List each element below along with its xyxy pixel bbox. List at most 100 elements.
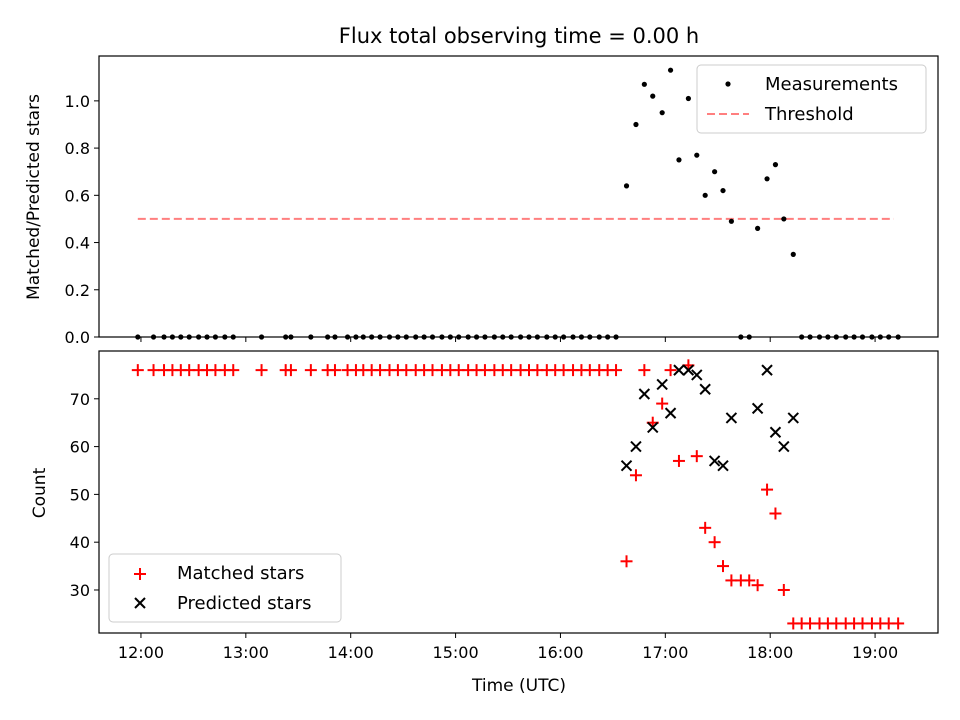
matched-star-point	[708, 536, 721, 549]
bottom-legend-frame	[108, 553, 342, 623]
matched-star-point	[629, 469, 642, 482]
matched-star-point	[656, 397, 669, 410]
measurement-point	[790, 251, 796, 257]
legend-measurements-label: Measurements	[765, 74, 898, 95]
top-y-tick-label: 0.6	[65, 186, 90, 205]
measurement-point	[694, 152, 700, 158]
matched-star-point	[690, 450, 703, 463]
matched-star-point	[328, 364, 341, 377]
predicted-star-point	[647, 421, 659, 434]
legend-matched-stars-label: Matched stars	[177, 563, 304, 584]
bottom-x-tick-label: 19:00	[852, 643, 898, 662]
predicted-star-point	[620, 460, 633, 472]
legend-measurements-marker	[725, 81, 731, 87]
bottom-data-layer	[131, 359, 905, 630]
matched-star-point	[769, 507, 782, 520]
matched-star-point	[717, 560, 730, 573]
matched-star-point	[664, 364, 677, 377]
bottom-panel: 30 40 50 60 70 12:00 13:00 14:00 15:00 16:00 17:0…	[30, 350, 939, 696]
bottom-x-axis-label: Time (UTC)	[471, 676, 566, 696]
predicted-star-point	[638, 388, 651, 400]
matched-star-point	[620, 555, 633, 568]
predicted-star-point	[725, 412, 738, 424]
measurement-point	[641, 81, 647, 87]
predicted-star-point	[656, 378, 668, 391]
bottom-y-tick-label: 60	[70, 438, 90, 457]
predicted-star-point	[699, 383, 711, 395]
legend-predicted-stars-marker	[134, 597, 146, 609]
top-panel: 0.0 0.2 0.4 0.6 0.8 1.0 Matched/Predicted sta…	[24, 55, 939, 347]
matched-star-point	[892, 617, 905, 630]
predicted-star-point	[708, 455, 721, 467]
bottom-y-tick-label: 40	[70, 533, 90, 552]
predicted-star-point	[682, 364, 695, 376]
bottom-x-tick-label: 15:00	[433, 643, 479, 662]
measurement-point	[712, 169, 718, 175]
top-y-tick-label: 0.8	[65, 139, 90, 158]
measurement-point	[685, 95, 691, 102]
bottom-x-axis: 12:00 13:00 14:00 15:00 16:00 17:00 18:00 19:00	[118, 633, 898, 662]
matched-star-point	[751, 579, 764, 592]
bottom-x-tick-label: 16:00	[537, 643, 583, 662]
matched-star-point	[610, 364, 623, 377]
bottom-y-tick-label: 30	[70, 581, 90, 600]
matched-star-point	[255, 364, 268, 377]
matched-star-point	[743, 574, 756, 587]
bottom-x-tick-label: 14:00	[328, 643, 374, 662]
measurement-point	[633, 121, 639, 128]
top-y-tick-label: 0.2	[65, 281, 90, 300]
legend-predicted-stars-label: Predicted stars	[177, 593, 311, 614]
bottom-plot-frame	[98, 350, 939, 634]
top-y-tick-label: 0.0	[65, 328, 90, 347]
measurement-point	[781, 216, 787, 222]
matched-star-point	[227, 364, 240, 377]
predicted-star-point	[751, 402, 764, 415]
measurement-point	[702, 192, 708, 198]
matched-star-point	[284, 364, 297, 377]
top-legend: Measurements Threshold	[696, 64, 927, 134]
predicted-star-point	[778, 440, 790, 453]
measurement-point	[623, 183, 630, 189]
measurement-point	[764, 176, 770, 182]
top-x-axis-ticks	[140, 337, 876, 342]
legend-matched-stars-marker	[134, 568, 146, 580]
bottom-x-tick-label: 12:00	[118, 643, 164, 662]
predicted-star-point	[787, 412, 799, 424]
matched-star-point	[147, 364, 160, 377]
top-y-tick-label: 0.4	[65, 234, 90, 253]
top-y-tick-label: 1.0	[65, 92, 90, 111]
bottom-y-tick-label: 70	[70, 390, 90, 409]
matched-star-point	[304, 364, 317, 377]
measurement-point	[659, 110, 665, 116]
predicted-star-point	[691, 369, 703, 381]
measurement-point	[772, 162, 779, 168]
measurement-point	[755, 225, 761, 231]
predicted-star-point	[630, 440, 642, 453]
measurement-point	[650, 93, 656, 99]
matched-star-point	[672, 454, 685, 467]
matched-star-point	[699, 521, 712, 534]
bottom-legend: Matched stars Predicted stars	[108, 553, 342, 623]
top-y-axis-label: Matched/Predicted stars	[24, 94, 44, 300]
matched-star-point	[777, 583, 790, 596]
predicted-star-point	[717, 460, 729, 472]
top-y-axis: 0.0 0.2 0.4 0.6 0.8 1.0	[65, 92, 99, 347]
matched-star-point	[638, 364, 651, 377]
measurement-point	[728, 218, 734, 224]
predicted-star-point	[664, 407, 677, 419]
matched-star-point	[761, 483, 774, 496]
bottom-x-tick-label: 13:00	[223, 643, 269, 662]
top-chart-title: Flux total observing time = 0.00 h	[339, 24, 699, 48]
matched-star-point	[131, 364, 144, 377]
bottom-x-tick-label: 17:00	[642, 643, 688, 662]
top-legend-frame	[696, 64, 927, 134]
measurement-point	[676, 157, 682, 163]
measurement-point	[667, 67, 674, 73]
bottom-x-tick-label: 18:00	[747, 643, 793, 662]
bottom-y-tick-label: 50	[70, 485, 90, 504]
bottom-y-axis-label: Count	[30, 467, 50, 518]
predicted-star-point	[761, 364, 773, 376]
bottom-y-axis: 30 40 50 60 70	[70, 390, 99, 600]
predicted-star-point	[673, 364, 685, 376]
